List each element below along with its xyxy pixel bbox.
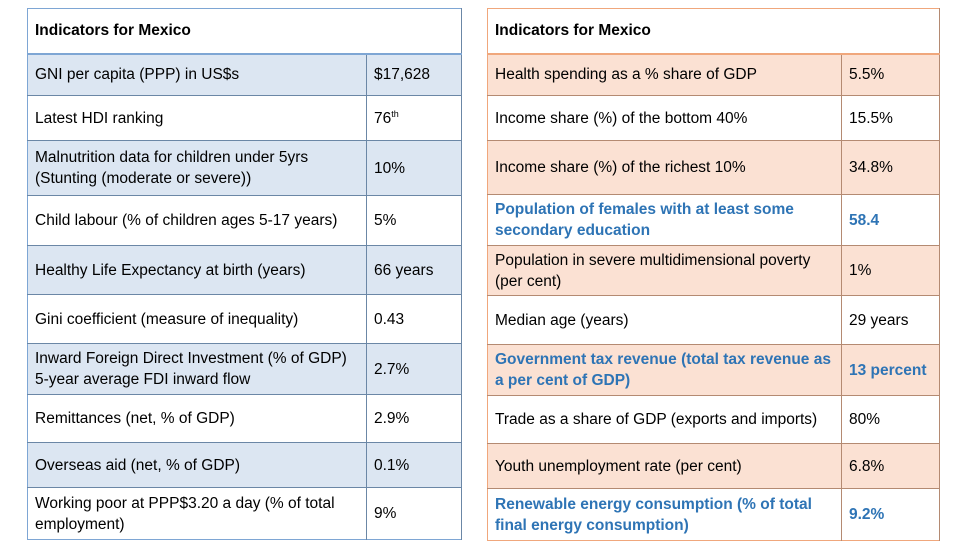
table-row: Government tax revenue (total tax revenu…	[487, 344, 940, 396]
table-row: Median age (years) 29 years	[487, 295, 940, 345]
table-row: Child labour (% of children ages 5-17 ye…	[27, 195, 462, 246]
table-title: Indicators for Mexico	[27, 8, 462, 55]
indicator-value: 9.2%	[841, 488, 940, 541]
indicator-label: Population of females with at least some…	[487, 194, 842, 246]
table-title: Indicators for Mexico	[487, 8, 940, 55]
indicator-label: GNI per capita (PPP) in US$s	[27, 53, 367, 96]
table-row: Income share (%) of the bottom 40% 15.5%	[487, 95, 940, 141]
table-row: Income share (%) of the richest 10% 34.8…	[487, 140, 940, 195]
table-row: Gini coefficient (measure of inequality)…	[27, 294, 462, 344]
table-header-row: Indicators for Mexico	[27, 8, 462, 55]
table-header-row: Indicators for Mexico	[487, 8, 940, 55]
indicator-value: 76	[374, 109, 392, 127]
left-indicator-table: Indicators for Mexico GNI per capita (PP…	[27, 8, 462, 540]
indicator-label: Population in severe multidimensional po…	[487, 245, 842, 296]
right-indicator-table: Indicators for Mexico Health spending as…	[487, 8, 940, 541]
indicator-label: Income share (%) of the richest 10%	[487, 140, 842, 195]
indicator-value: 15.5%	[841, 95, 940, 141]
indicator-label: Malnutrition data for children under 5yr…	[27, 140, 367, 196]
indicator-value: 58.4	[841, 194, 940, 246]
table-row: GNI per capita (PPP) in US$s $17,628	[27, 53, 462, 96]
indicator-value: 0.1%	[366, 442, 462, 488]
table-row: Latest HDI ranking 76th	[27, 95, 462, 141]
indicator-label: Government tax revenue (total tax revenu…	[487, 344, 842, 396]
table-row: Trade as a share of GDP (exports and imp…	[487, 395, 940, 444]
indicator-value: 13 percent	[841, 344, 940, 396]
indicator-label: Trade as a share of GDP (exports and imp…	[487, 395, 842, 444]
indicator-value: 5%	[366, 195, 462, 246]
table-row: Malnutrition data for children under 5yr…	[27, 140, 462, 196]
indicator-value: 2.9%	[366, 394, 462, 443]
indicator-label: Renewable energy consumption (% of total…	[487, 488, 842, 541]
indicator-label: Child labour (% of children ages 5-17 ye…	[27, 195, 367, 246]
indicator-value: 66 years	[366, 245, 462, 295]
ordinal-suffix: th	[391, 108, 399, 119]
table-row: Working poor at PPP$3.20 a day (% of tot…	[27, 487, 462, 540]
indicator-value: 1%	[841, 245, 940, 296]
table-row: Remittances (net, % of GDP) 2.9%	[27, 394, 462, 443]
indicator-label: Healthy Life Expectancy at birth (years)	[27, 245, 367, 295]
indicator-label: Median age (years)	[487, 295, 842, 345]
table-row: Overseas aid (net, % of GDP) 0.1%	[27, 442, 462, 488]
indicator-value: 9%	[366, 487, 462, 540]
indicator-value: 6.8%	[841, 443, 940, 489]
table-row: Youth unemployment rate (per cent) 6.8%	[487, 443, 940, 489]
table-row: Inward Foreign Direct Investment (% of G…	[27, 343, 462, 395]
indicator-value: 0.43	[366, 294, 462, 344]
indicator-value: $17,628	[366, 53, 462, 96]
indicator-value: 34.8%	[841, 140, 940, 195]
indicator-label: Remittances (net, % of GDP)	[27, 394, 367, 443]
indicator-label: Health spending as a % share of GDP	[487, 53, 842, 96]
indicator-label: Gini coefficient (measure of inequality)	[27, 294, 367, 344]
indicator-label: Youth unemployment rate (per cent)	[487, 443, 842, 489]
indicator-label: Income share (%) of the bottom 40%	[487, 95, 842, 141]
indicator-value: 5.5%	[841, 53, 940, 96]
indicator-value: 80%	[841, 395, 940, 444]
table-row: Healthy Life Expectancy at birth (years)…	[27, 245, 462, 295]
indicator-label: Latest HDI ranking	[27, 95, 367, 141]
indicator-label: Inward Foreign Direct Investment (% of G…	[27, 343, 367, 395]
indicator-value: 29 years	[841, 295, 940, 345]
table-row: Health spending as a % share of GDP 5.5%	[487, 53, 940, 96]
indicator-value: 2.7%	[366, 343, 462, 395]
indicator-label: Working poor at PPP$3.20 a day (% of tot…	[27, 487, 367, 540]
indicator-value: 10%	[366, 140, 462, 196]
indicator-value-cell: 76th	[366, 95, 462, 141]
table-row: Population of females with at least some…	[487, 194, 940, 246]
table-row: Renewable energy consumption (% of total…	[487, 488, 940, 541]
table-row: Population in severe multidimensional po…	[487, 245, 940, 296]
indicator-label: Overseas aid (net, % of GDP)	[27, 442, 367, 488]
